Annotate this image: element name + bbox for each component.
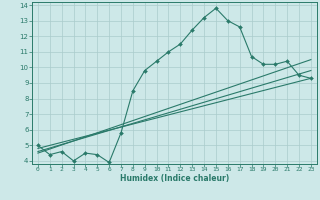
X-axis label: Humidex (Indice chaleur): Humidex (Indice chaleur): [120, 174, 229, 183]
